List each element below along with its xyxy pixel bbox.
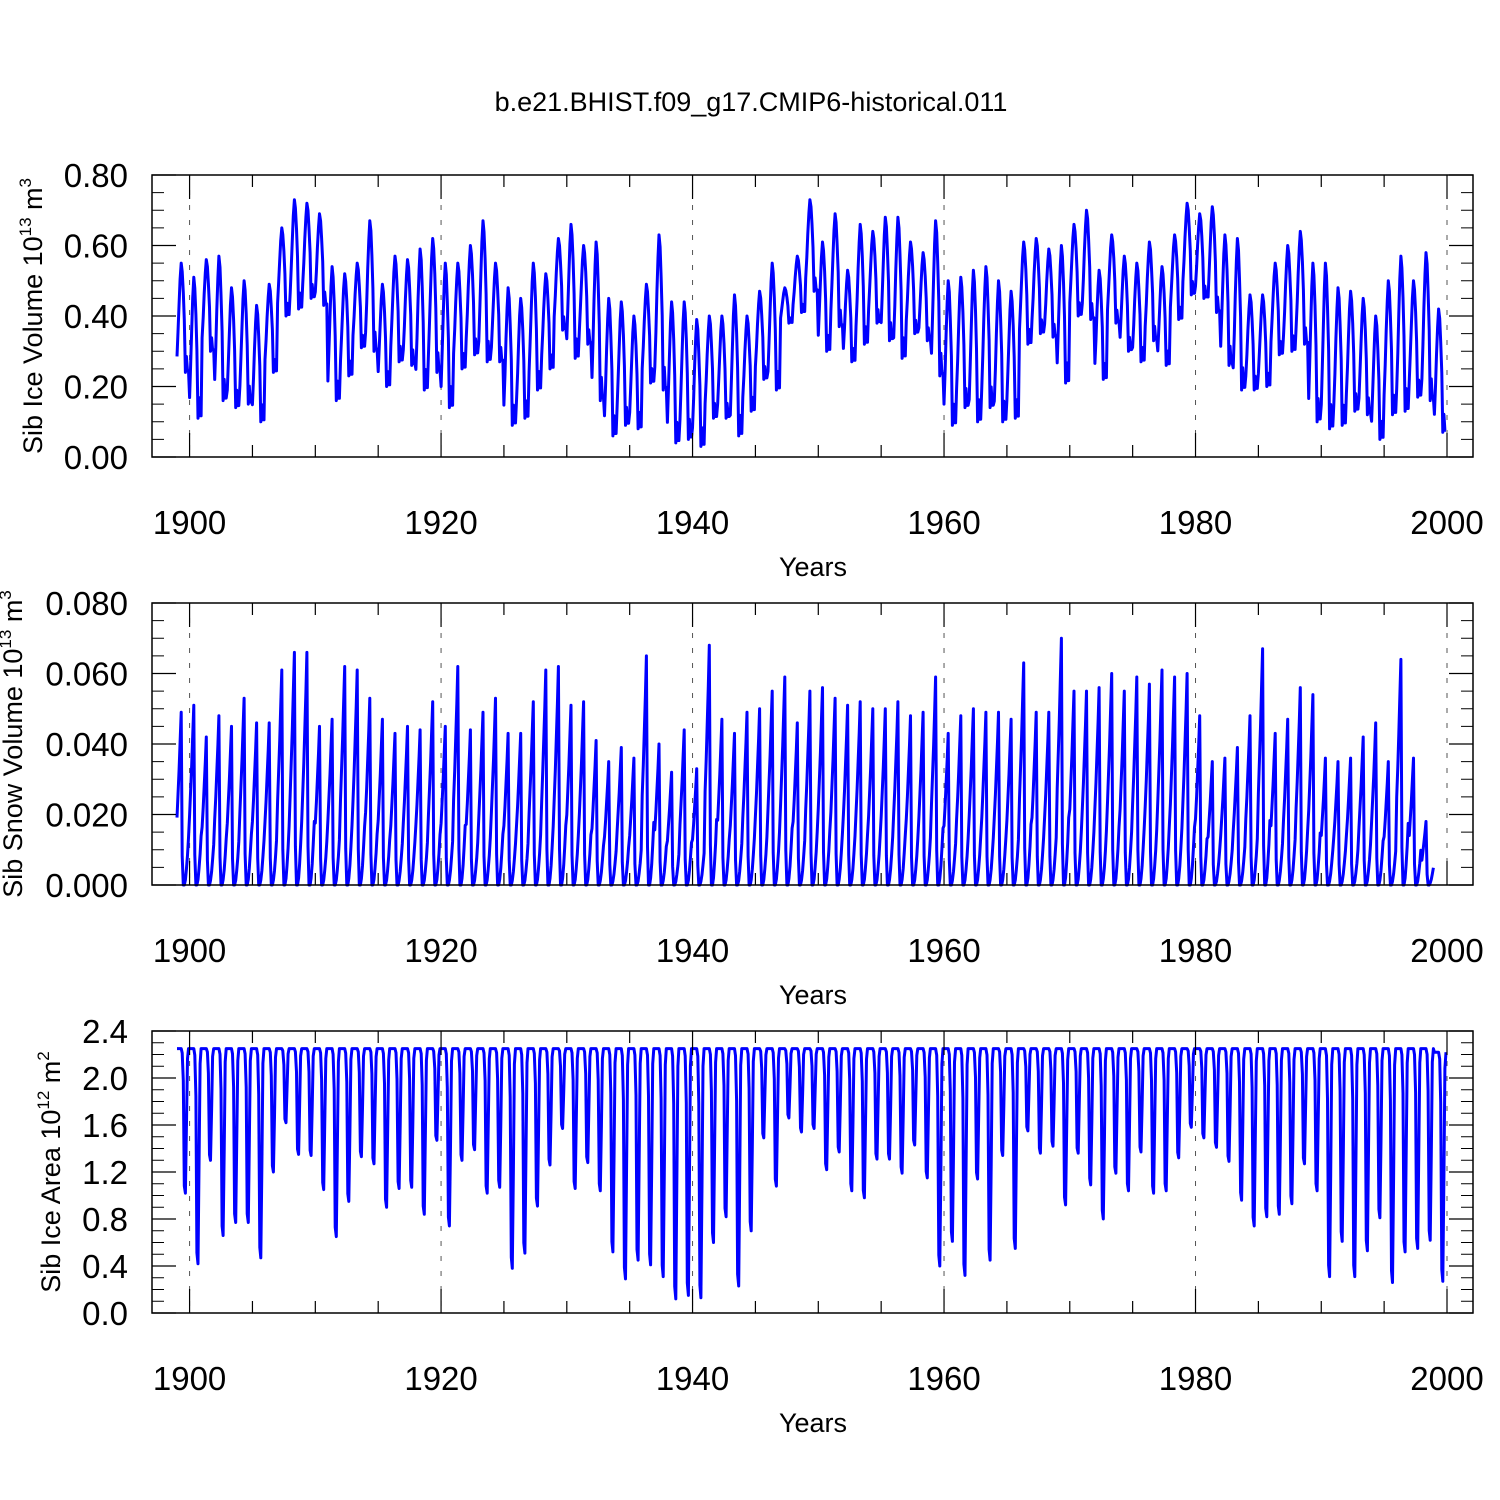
ice-volume-x-axis-label: Years xyxy=(779,552,847,582)
ice-area-ytick-label-3: 1.2 xyxy=(82,1154,128,1191)
ice-area-ytick-label-4: 1.6 xyxy=(82,1107,128,1144)
ice-area-series-line xyxy=(176,1047,1448,1301)
snow-volume-xtick-label-0: 1900 xyxy=(153,932,226,969)
snow-volume-ytick-label-0: 0.000 xyxy=(45,867,128,904)
snow-volume-ytick-label-3: 0.060 xyxy=(45,656,128,693)
ice-area-ytick-label-5: 2.0 xyxy=(82,1060,128,1097)
ice-volume-xtick-label-0: 1900 xyxy=(153,504,226,541)
ice-volume-xtick-label-5: 2000 xyxy=(1410,504,1483,541)
ice-area-ytick-label-6: 2.4 xyxy=(82,1013,128,1050)
ice-volume-xtick-label-3: 1960 xyxy=(907,504,980,541)
ice-area-xtick-label-0: 1900 xyxy=(153,1360,226,1397)
snow-volume-xtick-label-2: 1940 xyxy=(656,932,729,969)
snow-volume-ytick-label-2: 0.040 xyxy=(45,726,128,763)
snow-volume-ytick-label-1: 0.020 xyxy=(45,797,128,834)
ice-area-ytick-label-2: 0.8 xyxy=(82,1201,128,1238)
ice-volume-xtick-label-1: 1920 xyxy=(404,504,477,541)
ice-volume-panel: 0.00 0.20 0.40 0.60 0.80 1900 1920 1940 1960 1980… xyxy=(16,157,1484,582)
ice-volume-ytick-label-4: 0.80 xyxy=(64,157,128,194)
ice-volume-ytick-label-1: 0.20 xyxy=(64,369,128,406)
ice-area-ytick-label-0: 0.0 xyxy=(82,1295,128,1332)
ice-volume-series-line xyxy=(175,198,1447,448)
ice-area-xtick-label-2: 1940 xyxy=(656,1360,729,1397)
ice-volume-y-axis-label: Sib Ice Volume 1013 m3 xyxy=(16,178,48,454)
figure-title: b.e21.BHIST.f09_g17.CMIP6-historical.011 xyxy=(495,87,1008,117)
snow-volume-series-line xyxy=(175,636,1435,887)
snow-volume-y-axis-label: Sib Snow Volume 1013 m3 xyxy=(0,590,28,898)
snow-volume-xtick-label-4: 1980 xyxy=(1159,932,1232,969)
snow-volume-ytick-label-4: 0.080 xyxy=(45,585,128,622)
snow-volume-xtick-label-3: 1960 xyxy=(907,932,980,969)
ice-volume-xtick-label-4: 1980 xyxy=(1159,504,1232,541)
ice-volume-ytick-label-2: 0.40 xyxy=(64,298,128,335)
ice-area-panel: 0.0 0.4 0.8 1.2 1.6 2.0 2.4 1900 1920 1940 1960 198… xyxy=(34,1013,1484,1438)
ice-area-y-axis-label: Sib Ice Area 1012 m2 xyxy=(34,1051,66,1293)
ice-area-xtick-label-3: 1960 xyxy=(907,1360,980,1397)
ice-area-xtick-label-5: 2000 xyxy=(1410,1360,1483,1397)
snow-volume-xtick-label-1: 1920 xyxy=(404,932,477,969)
ice-volume-xtick-label-2: 1940 xyxy=(656,504,729,541)
snow-volume-x-axis-label: Years xyxy=(779,980,847,1010)
ice-area-ytick-label-1: 0.4 xyxy=(82,1248,128,1285)
snow-volume-xtick-label-5: 2000 xyxy=(1410,932,1483,969)
ice-volume-ytick-label-0: 0.00 xyxy=(64,439,128,476)
snow-volume-panel: 0.000 0.020 0.040 0.060 0.080 1900 1920 1940 196… xyxy=(0,585,1484,1010)
ice-area-xtick-label-1: 1920 xyxy=(404,1360,477,1397)
ice-area-x-axis-label: Years xyxy=(779,1408,847,1438)
ice-area-xtick-label-4: 1980 xyxy=(1159,1360,1232,1397)
ice-volume-ytick-label-3: 0.60 xyxy=(64,228,128,265)
